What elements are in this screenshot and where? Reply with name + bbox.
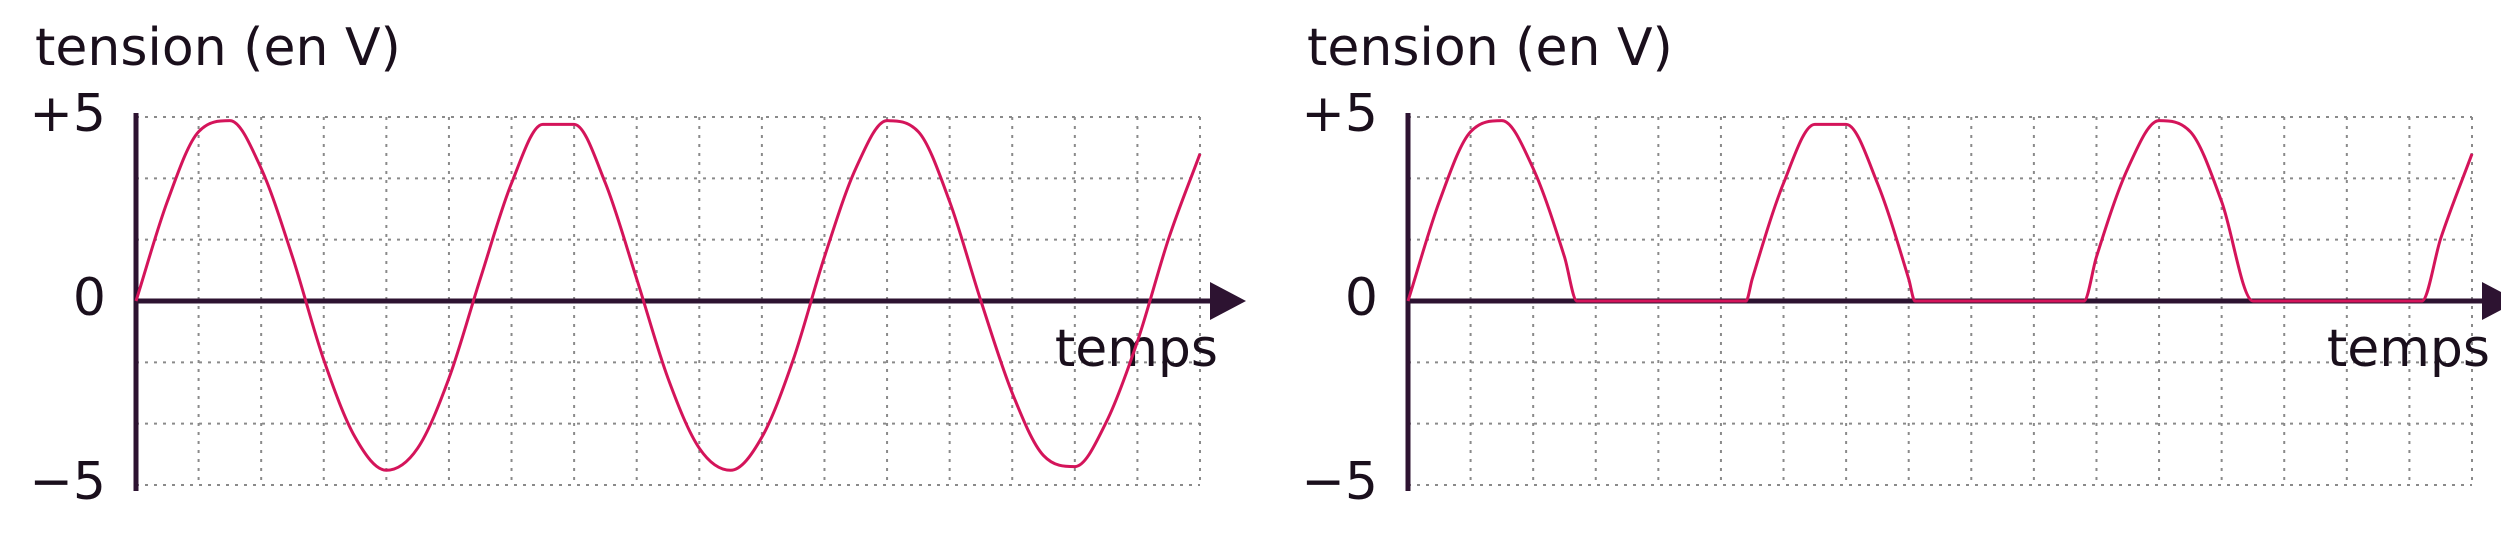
chart-panel: +5 0 −5 tension (en V) temps	[29, 18, 1246, 512]
x-axis-arrow	[2482, 282, 2501, 320]
signal-line	[134, 119, 1202, 472]
y-axis-label: tension (en V)	[1307, 18, 1673, 78]
x-axis-arrow	[1210, 282, 1246, 320]
x-axis-label: temps	[1055, 319, 1218, 379]
x-axis-label: temps	[2327, 319, 2490, 379]
signal-line	[1406, 119, 2474, 303]
chart-panel: +5 0 −5 tension (en V) temps	[1301, 18, 2501, 512]
y-tick-label: −5	[29, 452, 106, 512]
y-tick-label: 0	[73, 268, 106, 328]
y-tick-label: 0	[1345, 268, 1378, 328]
y-tick-label: −5	[1301, 452, 1378, 512]
y-tick-label: +5	[1301, 84, 1378, 144]
y-tick-label: +5	[29, 84, 106, 144]
y-axis-label: tension (en V)	[35, 18, 401, 78]
